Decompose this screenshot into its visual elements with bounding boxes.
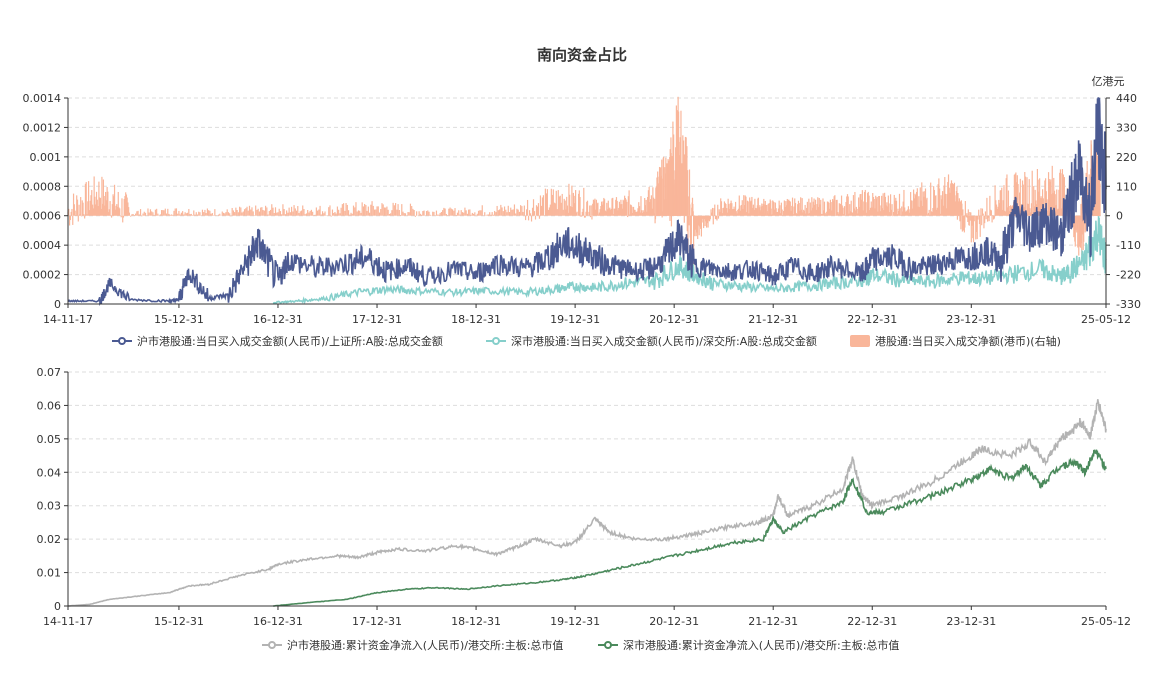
bottom-ytick-label: 0.06 — [37, 399, 62, 412]
bottom-xtick-label: 16-12-31 — [253, 615, 303, 628]
top-ytick-label: 0.0002 — [23, 269, 62, 282]
top-xtick-label: 19-12-31 — [550, 313, 600, 326]
chart-title: 南向资金占比 — [537, 46, 627, 64]
top-right-ytick-label: 440 — [1116, 92, 1137, 105]
bottom-xtick-label: 15-12-31 — [154, 615, 204, 628]
top-right-ytick-label: 330 — [1116, 121, 1137, 134]
top-axes: 0 0.0002 0.0004 0.0006 0.0008 0.001 0.0012 0.00… — [23, 92, 1141, 326]
top-xtick-label: 21-12-31 — [748, 313, 798, 326]
sh-cumulative-line — [67, 399, 1107, 607]
bottom-xtick-label: 14-11-17 — [43, 615, 93, 628]
top-ytick-label: 0.0012 — [23, 121, 62, 134]
legend-swatch-dot — [604, 641, 612, 649]
legend-swatch-dot — [118, 337, 126, 345]
top-right-ytick-label: -220 — [1116, 269, 1141, 282]
top-ytick-label: 0.0006 — [23, 210, 62, 223]
top-right-ytick-label: -330 — [1116, 298, 1141, 311]
top-right-ytick-label: -110 — [1116, 239, 1141, 252]
sz-ratio-line — [272, 216, 1107, 305]
bottom-ytick-label: 0.02 — [37, 533, 62, 546]
sz-cumulative-line — [272, 449, 1107, 607]
bottom-xtick-label: 20-12-31 — [649, 615, 699, 628]
bottom-axes: 0 0.01 0.02 0.03 0.04 0.05 0.06 0.07 14-11-17 15-… — [37, 366, 1131, 628]
right-axis-unit-label: 亿港元 — [1092, 75, 1125, 88]
top-xtick-label: 15-12-31 — [154, 313, 204, 326]
top-xtick-label: 25-05-12 — [1081, 313, 1131, 326]
top-ytick-label: 0 — [54, 298, 61, 311]
top-xtick-label: 23-12-31 — [946, 313, 996, 326]
bottom-xtick-label: 23-12-31 — [946, 615, 996, 628]
bottom-ytick-label: 0.04 — [37, 466, 62, 479]
bottom-flow-lines — [67, 399, 1107, 607]
top-ytick-label: 0.0008 — [23, 180, 62, 193]
bottom-xtick-label: 21-12-31 — [748, 615, 798, 628]
top-xtick-label: 17-12-31 — [352, 313, 402, 326]
legend-label: 深市港股通:累计资金净流入(人民币)/港交所:主板:总市值 — [623, 638, 899, 652]
top-ratio-lines — [67, 97, 1107, 307]
legend-label: 沪市港股通:当日买入成交金额(人民币)/上证所:A股:总成交金额 — [137, 334, 443, 348]
legend-swatch — [850, 335, 870, 347]
legend-label: 深市港股通:当日买入成交金额(人民币)/深交所:A股:总成交金额 — [511, 334, 817, 348]
bottom-ytick-label: 0.03 — [37, 500, 62, 513]
legend-swatch-dot — [268, 641, 276, 649]
bottom-xtick-label: 22-12-31 — [847, 615, 897, 628]
top-right-ytick-label: 0 — [1116, 210, 1123, 223]
bottom-ytick-label: 0.01 — [37, 567, 62, 580]
top-xtick-label: 18-12-31 — [451, 313, 501, 326]
legend-label: 沪市港股通:累计资金净流入(人民币)/港交所:主板:总市值 — [287, 638, 563, 652]
top-xtick-label: 14-11-17 — [43, 313, 93, 326]
legend-label: 港股通:当日买入成交净额(港币)(右轴) — [875, 334, 1061, 348]
top-ytick-label: 0.0014 — [23, 92, 62, 105]
bottom-ytick-label: 0.07 — [37, 366, 62, 379]
top-xtick-label: 16-12-31 — [253, 313, 303, 326]
bottom-xtick-label: 17-12-31 — [352, 615, 402, 628]
sh-ratio-line — [67, 97, 1107, 307]
top-xtick-label: 20-12-31 — [649, 313, 699, 326]
bottom-xtick-label: 25-05-12 — [1081, 615, 1131, 628]
top-right-ytick-label: 110 — [1116, 180, 1137, 193]
top-xtick-label: 22-12-31 — [847, 313, 897, 326]
bottom-ytick-label: 0 — [54, 600, 61, 613]
top-ytick-label: 0.001 — [30, 151, 62, 164]
top-legend: 沪市港股通:当日买入成交金额(人民币)/上证所:A股:总成交金额 深市港股通:当日… — [112, 334, 1061, 348]
top-ytick-label: 0.0004 — [23, 239, 62, 252]
bottom-legend: 沪市港股通:累计资金净流入(人民币)/港交所:主板:总市值 深市港股通:累计资金净… — [262, 638, 899, 652]
bottom-xtick-label: 18-12-31 — [451, 615, 501, 628]
bottom-xtick-label: 19-12-31 — [550, 615, 600, 628]
legend-swatch-dot — [492, 337, 500, 345]
bottom-ytick-label: 0.05 — [37, 433, 62, 446]
top-right-ytick-label: 220 — [1116, 151, 1137, 164]
bottom-gridlines — [68, 371, 1106, 574]
